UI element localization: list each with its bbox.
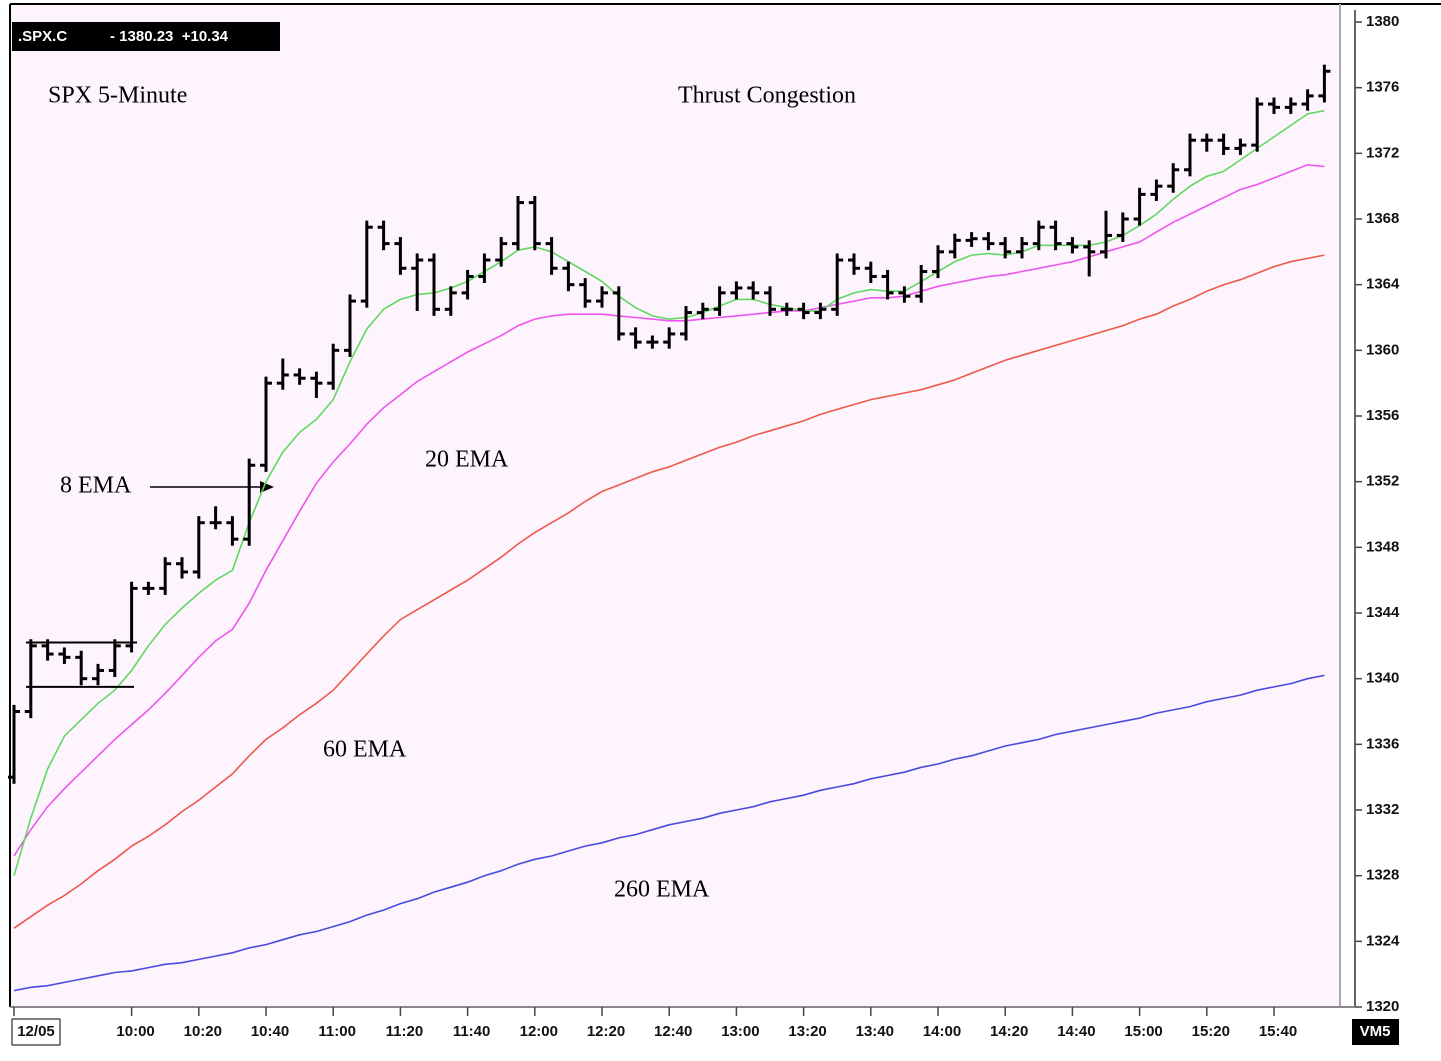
y-tick-label: 1372	[1366, 144, 1399, 161]
chart-title: SPX 5-Minute	[48, 83, 187, 109]
x-tick-label: 15:00	[1124, 1023, 1162, 1040]
x-tick-label: 11:40	[453, 1023, 491, 1040]
y-tick-label: 1356	[1366, 407, 1399, 424]
series-label: 260 EMA	[614, 877, 710, 903]
series-label: 20 EMA	[425, 447, 509, 473]
x-tick-label: 10:00	[116, 1023, 154, 1040]
y-tick-label: 1352	[1366, 473, 1399, 490]
symbol: .SPX.C	[18, 28, 67, 45]
plot-area	[10, 4, 1340, 1007]
y-tick-label: 1324	[1366, 932, 1400, 949]
x-tick-label: 13:20	[788, 1023, 826, 1040]
series-label: 8 EMA	[60, 473, 132, 499]
series-label: 60 EMA	[323, 737, 407, 763]
x-tick-label: 13:40	[856, 1023, 894, 1040]
x-tick-label: 12:00	[520, 1023, 558, 1040]
x-tick-label: 15:20	[1192, 1023, 1230, 1040]
x-tick-label: 15:40	[1259, 1023, 1297, 1040]
y-tick-label: 1348	[1366, 538, 1399, 555]
y-tick-label: 1340	[1366, 670, 1399, 687]
x-tick-label: 12/05	[17, 1023, 55, 1040]
y-tick-label: 1368	[1366, 210, 1399, 227]
y-tick-label: 1332	[1366, 801, 1399, 818]
x-tick-label: 12:40	[654, 1023, 692, 1040]
y-tick-label: 1364	[1366, 276, 1400, 293]
y-tick-label: 1336	[1366, 735, 1399, 752]
y-tick-label: 1360	[1366, 341, 1399, 358]
y-tick-label: 1320	[1366, 998, 1399, 1015]
ema-line	[13, 674, 1325, 992]
x-tick-label: 10:20	[184, 1023, 222, 1040]
date-box	[11, 1018, 61, 1046]
y-tick-label: 1344	[1366, 604, 1400, 621]
x-tick-label: 10:40	[251, 1023, 289, 1040]
header-box	[12, 22, 280, 51]
y-tick-label: 1328	[1366, 867, 1399, 884]
ema-line	[13, 254, 1325, 929]
x-tick-label: 14:00	[923, 1023, 961, 1040]
x-tick-label: 11:00	[318, 1023, 356, 1040]
corner-label: VM5	[1360, 1023, 1391, 1040]
arrow-head	[260, 481, 274, 493]
y-tick-label: 1376	[1366, 79, 1399, 96]
x-tick-label: 13:00	[721, 1023, 759, 1040]
x-tick-label: 14:20	[990, 1023, 1028, 1040]
x-tick-label: 14:40	[1057, 1023, 1095, 1040]
x-tick-label: 12:20	[587, 1023, 625, 1040]
quote: - 1380.23 +10.34	[110, 28, 229, 45]
y-tick-label: 1380	[1366, 13, 1399, 30]
x-tick-label: 11:20	[386, 1023, 424, 1040]
chart-subtitle: Thrust Congestion	[678, 83, 856, 109]
corner-box	[1352, 1019, 1399, 1045]
